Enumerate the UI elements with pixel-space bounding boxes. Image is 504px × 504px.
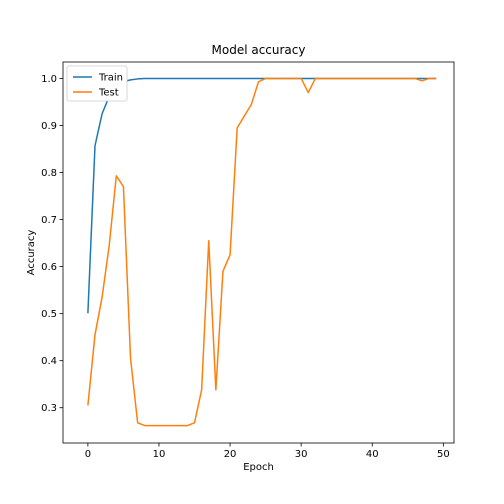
y-tick-label: 1.0: [41, 74, 57, 85]
y-tick-label: 0.5: [41, 309, 57, 320]
x-axis-ticks: 0 10 20 30 40 50: [85, 443, 450, 460]
y-tick-label: 0.7: [41, 215, 57, 226]
y-axis-label: Accuracy: [26, 230, 37, 276]
axes-frame: [62, 61, 455, 444]
x-tick-label: 50: [437, 449, 450, 460]
series-line-train: [87, 77, 437, 314]
x-tick-label: 0: [85, 449, 91, 460]
x-tick-label: 10: [153, 449, 166, 460]
y-tick-label: 0.4: [41, 356, 57, 367]
plot-lines: [87, 77, 437, 427]
legend: Train Test: [66, 65, 128, 102]
x-axis-label: Epoch: [243, 462, 274, 473]
y-axis-ticks: 0.3 0.4 0.5 0.6 0.7 0.8 0.9 1.0: [41, 74, 63, 414]
y-tick-label: 0.8: [41, 168, 57, 179]
x-tick-label: 30: [295, 449, 308, 460]
y-tick-label: 0.6: [41, 262, 57, 273]
x-tick-label: 40: [366, 449, 379, 460]
y-tick-label: 0.3: [41, 403, 57, 414]
x-tick-label: 20: [224, 449, 237, 460]
series-line-test: [87, 77, 437, 427]
legend-label: Test: [98, 88, 119, 99]
chart-title: Model accuracy: [212, 43, 306, 57]
legend-label: Train: [98, 73, 123, 84]
y-tick-label: 0.9: [41, 121, 57, 132]
